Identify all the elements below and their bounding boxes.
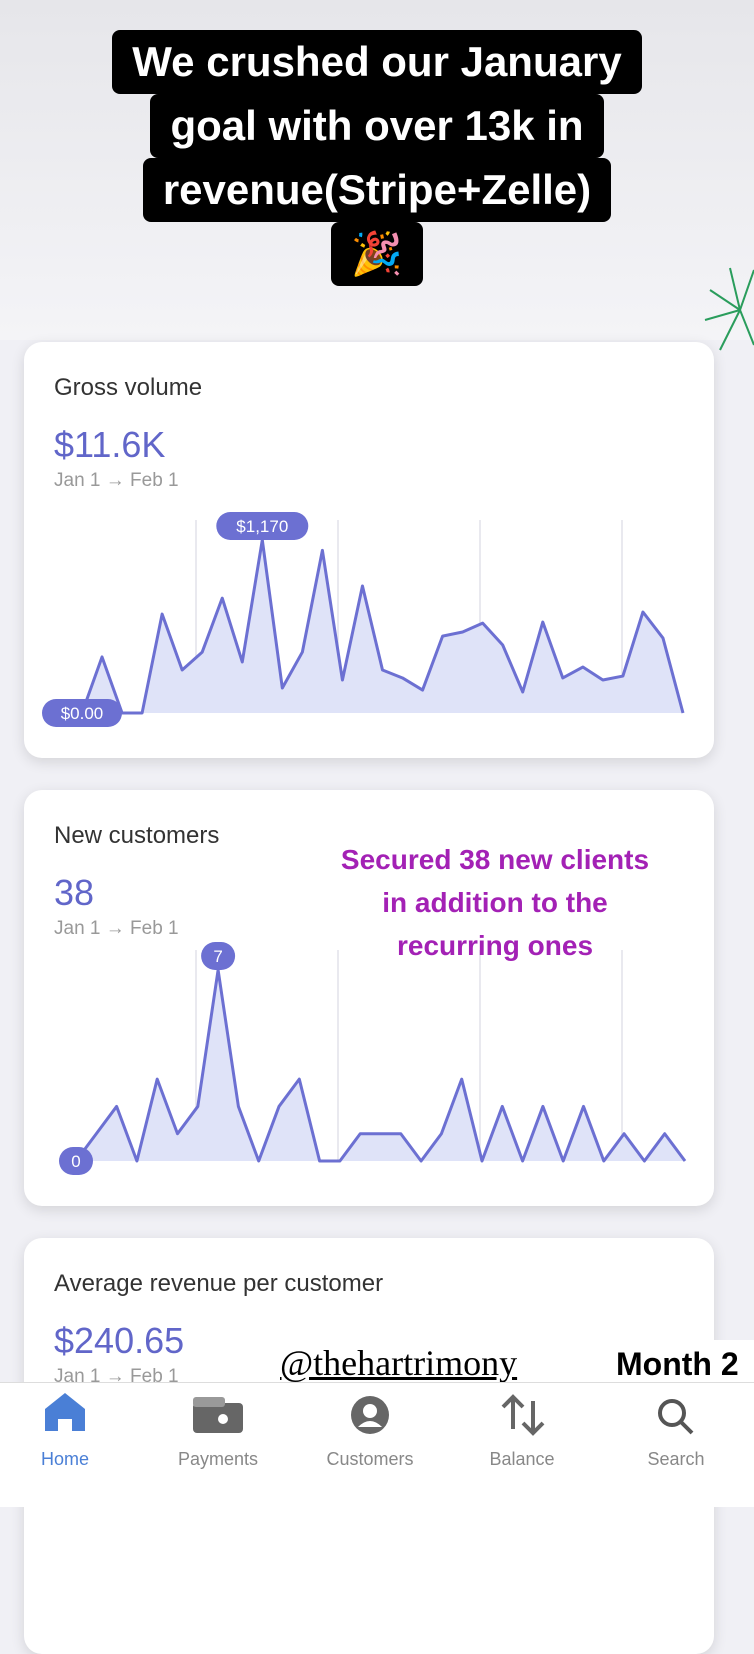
tab-label: Home bbox=[40, 1449, 89, 1469]
card-title: Gross volume bbox=[54, 374, 203, 401]
tab-label: Payments bbox=[177, 1449, 259, 1469]
icon bbox=[45, 1393, 85, 1431]
annotation: Secured 38 new clients in addition to th… bbox=[290, 838, 700, 967]
card-value: 38 bbox=[54, 872, 95, 913]
firework bbox=[704, 267, 754, 351]
tab-bar: Home Payments Customers Balance Search bbox=[0, 1382, 754, 1507]
value-label: 7 bbox=[213, 947, 222, 966]
card-range: Jan 1 → Feb 1 bbox=[54, 470, 179, 491]
value-pill bbox=[59, 1147, 93, 1175]
area bbox=[82, 540, 683, 713]
caption-line: We crushed our January bbox=[112, 30, 642, 94]
tab-customers[interactable]: Customers bbox=[295, 1383, 445, 1507]
value-pill bbox=[42, 699, 122, 727]
handle: @thehartrimony bbox=[280, 1343, 518, 1383]
tab-label: Customers bbox=[326, 1449, 414, 1469]
tab-home[interactable]: Home bbox=[0, 1383, 140, 1507]
tab-balance[interactable]: Balance bbox=[447, 1383, 597, 1507]
icon bbox=[501, 1394, 545, 1436]
value-label: $1,170 bbox=[236, 517, 288, 536]
area bbox=[76, 970, 685, 1161]
icon bbox=[193, 1397, 243, 1433]
value-pill bbox=[216, 512, 309, 540]
line bbox=[74, 968, 687, 1163]
caption-emoji: 🎉 bbox=[330, 222, 424, 286]
annotation-line: recurring ones bbox=[396, 930, 594, 961]
caption-line: goal with over 13k in bbox=[150, 94, 604, 158]
tab-label: Balance bbox=[489, 1449, 555, 1469]
value-pill bbox=[201, 942, 236, 970]
card-value: $11.6K bbox=[54, 424, 166, 465]
annotation-line: in addition to the bbox=[382, 887, 608, 918]
tab-search[interactable]: Search bbox=[601, 1383, 751, 1507]
tag: Month 2 bbox=[616, 1346, 739, 1382]
card-title: New customers bbox=[54, 822, 220, 849]
icon bbox=[658, 1399, 694, 1435]
icon bbox=[351, 1396, 389, 1434]
overlay-sticker: @thehartrimony Month 2 bbox=[264, 1340, 754, 1386]
value-label: $0.00 bbox=[61, 704, 104, 723]
card-value: $240.65 bbox=[54, 1320, 185, 1361]
tab-payments[interactable]: Payments bbox=[143, 1383, 293, 1507]
line bbox=[80, 538, 685, 715]
card-title: Average revenue per customer bbox=[54, 1270, 384, 1297]
caption-line: revenue(Stripe+Zelle) bbox=[142, 158, 612, 222]
card-range: Jan 1 → Feb 1 bbox=[54, 1366, 179, 1387]
charts: $1,170 $0.00 7 0 bbox=[42, 267, 754, 1175]
annotation-line: Secured 38 new clients bbox=[340, 844, 650, 875]
story-caption: We crushed our January goal with over 13… bbox=[0, 30, 754, 286]
value-label: 0 bbox=[71, 1152, 80, 1171]
tab-label: Search bbox=[647, 1449, 705, 1469]
card-range: Jan 1 → Feb 1 bbox=[54, 918, 179, 939]
